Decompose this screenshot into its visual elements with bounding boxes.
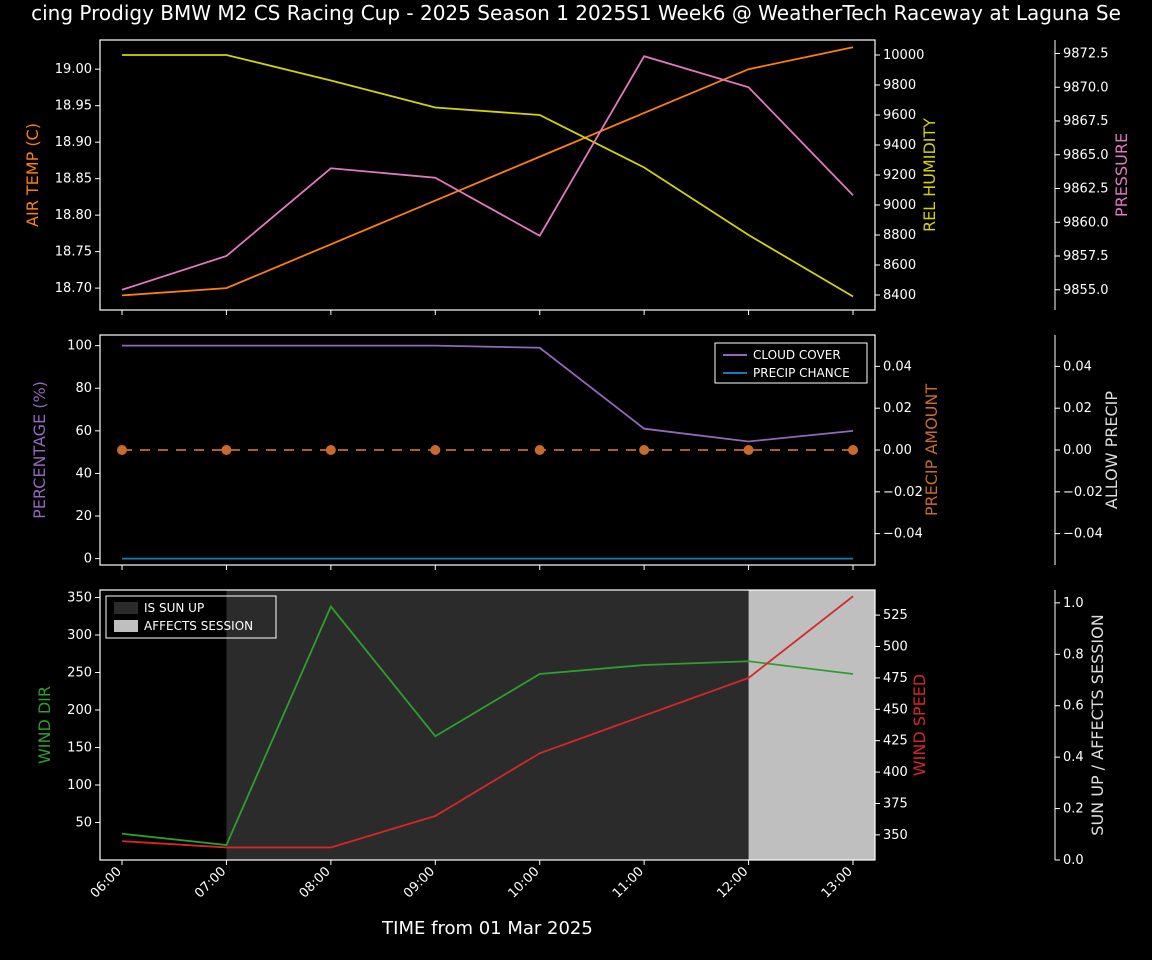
svg-text:0.02: 0.02 <box>883 401 912 416</box>
svg-text:−0.02: −0.02 <box>1063 485 1103 500</box>
x-tick-label: 07:00 <box>192 864 229 901</box>
x-tick-label: 09:00 <box>401 864 438 901</box>
rel-humidity-line <box>122 55 853 297</box>
precip-amount-marker <box>535 445 545 455</box>
wind-dir-axis-label: WIND DIR <box>35 686 54 764</box>
svg-text:−0.02: −0.02 <box>883 485 923 500</box>
svg-text:18.90: 18.90 <box>55 135 92 150</box>
svg-text:1.0: 1.0 <box>1063 596 1084 611</box>
precip-amount-marker <box>639 445 649 455</box>
svg-text:0.00: 0.00 <box>1063 443 1092 458</box>
svg-text:18.85: 18.85 <box>55 172 92 187</box>
svg-text:525: 525 <box>883 608 908 623</box>
pressure-line <box>122 56 853 290</box>
svg-text:9862.5: 9862.5 <box>1063 182 1109 197</box>
allow-precip-axis-label: ALLOW PRECIP <box>1102 391 1121 509</box>
x-axis-label: TIME from 01 Mar 2025 <box>381 918 593 939</box>
svg-text:250: 250 <box>67 666 92 681</box>
svg-text:0.8: 0.8 <box>1063 647 1084 662</box>
precip-amount-axis-label: PRECIP AMOUNT <box>922 384 941 517</box>
svg-text:−0.04: −0.04 <box>1063 527 1103 542</box>
svg-text:10000: 10000 <box>883 48 924 63</box>
svg-text:9865.0: 9865.0 <box>1063 148 1109 163</box>
svg-text:400: 400 <box>883 765 908 780</box>
air-temp-line <box>122 47 853 295</box>
precip-amount-marker <box>117 445 127 455</box>
precip-amount-marker <box>430 445 440 455</box>
sun-axis-label: SUN UP / AFFECTS SESSION <box>1088 614 1107 835</box>
svg-text:350: 350 <box>67 591 92 606</box>
svg-text:0: 0 <box>84 552 92 567</box>
svg-text:8600: 8600 <box>883 258 916 273</box>
legend-is-sun-up: IS SUN UP <box>144 601 204 615</box>
svg-text:0.00: 0.00 <box>883 443 912 458</box>
svg-text:350: 350 <box>883 828 908 843</box>
svg-text:300: 300 <box>67 628 92 643</box>
precip-amount-marker <box>744 445 754 455</box>
svg-text:8800: 8800 <box>883 228 916 243</box>
svg-text:9870.0: 9870.0 <box>1063 80 1109 95</box>
svg-text:375: 375 <box>883 796 908 811</box>
svg-text:500: 500 <box>883 640 908 655</box>
x-tick-label: 11:00 <box>610 864 647 901</box>
svg-text:0.0: 0.0 <box>1063 853 1084 868</box>
svg-text:475: 475 <box>883 671 908 686</box>
x-tick-label: 13:00 <box>819 864 856 901</box>
panel1-border <box>100 40 875 310</box>
svg-text:425: 425 <box>883 734 908 749</box>
svg-text:100: 100 <box>67 339 92 354</box>
svg-text:−0.04: −0.04 <box>883 527 923 542</box>
svg-text:0.04: 0.04 <box>883 359 912 374</box>
svg-text:9200: 9200 <box>883 168 916 183</box>
precip-amount-marker <box>221 445 231 455</box>
svg-text:18.80: 18.80 <box>55 208 92 223</box>
chart-title: cing Prodigy BMW M2 CS Racing Cup - 2025… <box>31 1 1121 25</box>
svg-text:50: 50 <box>75 816 92 831</box>
svg-text:9867.5: 9867.5 <box>1063 114 1109 129</box>
svg-text:80: 80 <box>75 381 92 396</box>
x-tick-label: 10:00 <box>505 864 542 901</box>
wind-speed-axis-label: WIND SPEED <box>910 674 929 776</box>
svg-text:9855.0: 9855.0 <box>1063 283 1109 298</box>
affects-session-fill <box>749 590 875 860</box>
svg-text:9857.5: 9857.5 <box>1063 249 1109 264</box>
svg-text:18.70: 18.70 <box>55 281 92 296</box>
svg-text:9000: 9000 <box>883 198 916 213</box>
svg-text:0.6: 0.6 <box>1063 699 1084 714</box>
svg-text:9800: 9800 <box>883 78 916 93</box>
percentage-axis-label: PERCENTAGE (%) <box>30 381 49 519</box>
svg-text:9400: 9400 <box>883 138 916 153</box>
svg-text:150: 150 <box>67 741 92 756</box>
svg-text:0.4: 0.4 <box>1063 750 1084 765</box>
svg-text:40: 40 <box>75 466 92 481</box>
legend-affects-session: AFFECTS SESSION <box>144 619 253 633</box>
svg-text:19.00: 19.00 <box>55 62 92 77</box>
precip-amount-marker <box>848 445 858 455</box>
x-tick-label: 12:00 <box>714 864 751 901</box>
svg-text:9860.0: 9860.0 <box>1063 215 1109 230</box>
svg-text:200: 200 <box>67 703 92 718</box>
svg-text:0.02: 0.02 <box>1063 401 1092 416</box>
svg-text:8400: 8400 <box>883 288 916 303</box>
legend-precip-chance: PRECIP CHANCE <box>753 366 850 380</box>
air-temp-axis-label: AIR TEMP (C) <box>23 123 42 227</box>
svg-text:0.2: 0.2 <box>1063 802 1084 817</box>
svg-text:450: 450 <box>883 702 908 717</box>
svg-text:18.75: 18.75 <box>55 245 92 260</box>
svg-text:60: 60 <box>75 424 92 439</box>
svg-text:9600: 9600 <box>883 108 916 123</box>
precip-amount-marker <box>326 445 336 455</box>
svg-text:18.95: 18.95 <box>55 99 92 114</box>
svg-text:20: 20 <box>75 509 92 524</box>
x-tick-label: 08:00 <box>297 864 334 901</box>
svg-text:0.04: 0.04 <box>1063 359 1092 374</box>
legend-cloud-cover: CLOUD COVER <box>753 348 841 362</box>
x-tick-label: 06:00 <box>88 864 125 901</box>
rel-humidity-axis-label: REL HUMIDITY <box>920 118 939 232</box>
svg-text:9872.5: 9872.5 <box>1063 47 1109 62</box>
svg-text:100: 100 <box>67 778 92 793</box>
pressure-axis-label: PRESSURE <box>1112 133 1131 217</box>
